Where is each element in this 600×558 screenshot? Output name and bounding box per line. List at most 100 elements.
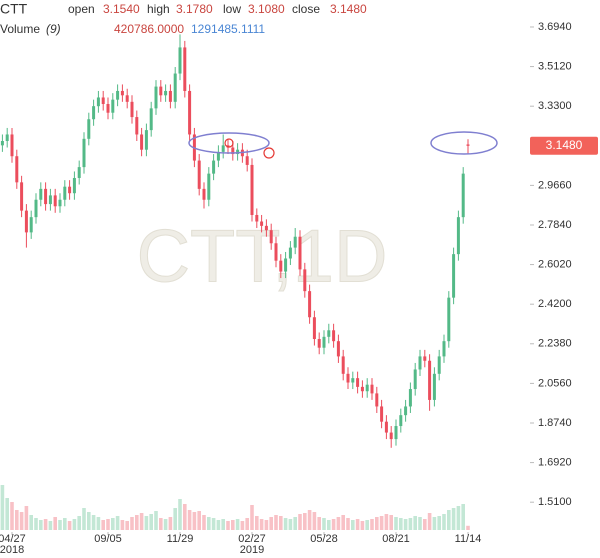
volume-bar xyxy=(461,504,465,530)
candle-body xyxy=(0,140,4,146)
candle-body xyxy=(389,432,393,440)
candle-body xyxy=(68,186,72,194)
y-tick-label: 3.5120 xyxy=(538,60,572,72)
candle-body xyxy=(312,317,316,340)
low-label: low xyxy=(223,2,241,16)
candle-body xyxy=(82,138,86,168)
x-tick-label: 09/05 xyxy=(94,533,122,545)
x-tick-label: 08/21 xyxy=(382,533,410,545)
open-label: open xyxy=(68,2,95,16)
candle-body xyxy=(332,330,336,342)
candle-body xyxy=(452,254,456,298)
x-year-label: 2019 xyxy=(240,544,264,556)
y-tick-label: 3.6940 xyxy=(538,21,572,33)
candle-body xyxy=(308,291,312,318)
volume-bar xyxy=(341,515,345,530)
volume-bar xyxy=(5,498,9,530)
candle-body xyxy=(442,341,446,357)
candle-body xyxy=(212,160,216,174)
candle-body xyxy=(404,406,408,416)
volume-bar xyxy=(259,519,264,530)
candle-body xyxy=(236,149,240,155)
volume-bar xyxy=(456,506,461,530)
volume-bar xyxy=(437,516,441,530)
volume-bar xyxy=(24,506,29,530)
volume-bar xyxy=(115,516,120,530)
candle-body xyxy=(394,426,398,440)
volume-bar xyxy=(331,519,336,530)
volume-bar xyxy=(159,518,163,530)
volume-bar xyxy=(168,517,173,530)
volume-bar xyxy=(307,510,312,530)
volume-bar xyxy=(255,516,259,530)
volume-bar xyxy=(384,514,389,530)
candle-body xyxy=(428,360,432,400)
volume-bar xyxy=(447,510,451,530)
candle-body xyxy=(380,406,384,422)
volume-bar xyxy=(379,516,384,530)
volume-bar xyxy=(375,517,379,530)
volume-bar xyxy=(399,518,403,530)
volume-bar xyxy=(87,512,91,530)
candle-body xyxy=(216,151,220,161)
volume-bar xyxy=(183,504,187,530)
volume-bar xyxy=(197,511,201,530)
volume-bar xyxy=(269,517,273,530)
volume-bar xyxy=(283,518,288,530)
candle-body xyxy=(322,336,326,348)
candle-body xyxy=(269,230,273,244)
volume-bar xyxy=(101,520,105,530)
candle-body xyxy=(418,356,422,370)
candle-body xyxy=(48,195,52,205)
volume-bar xyxy=(0,485,5,530)
volume-bar xyxy=(317,517,321,530)
candle-body xyxy=(250,164,254,215)
volume-bar xyxy=(365,520,369,530)
volume-bar xyxy=(82,508,86,530)
volume-bar xyxy=(432,517,437,530)
volume-bar xyxy=(423,519,427,530)
candle-body xyxy=(336,341,340,357)
candle-body xyxy=(288,247,292,259)
volume-bar xyxy=(144,516,149,530)
volume-bar xyxy=(63,518,67,530)
candle-body xyxy=(106,104,110,113)
volume-bar xyxy=(125,521,129,530)
volume-bar xyxy=(187,510,192,530)
y-tick-label: 2.2380 xyxy=(538,338,572,350)
volume-bar xyxy=(226,521,230,530)
candle-body xyxy=(188,90,192,135)
low-value: 3.1080 xyxy=(248,2,285,16)
candle-body xyxy=(437,356,441,374)
candle-body xyxy=(20,182,24,211)
x-year-label: 2018 xyxy=(0,544,24,556)
candle-body xyxy=(466,144,470,146)
candle-body xyxy=(178,47,182,74)
candle-body xyxy=(413,369,417,390)
candle-body xyxy=(351,378,355,383)
candle-body xyxy=(327,330,331,337)
candle-body xyxy=(77,167,81,178)
volume-bar xyxy=(91,515,96,530)
volume-label: Volume xyxy=(0,22,40,36)
volume-bar xyxy=(207,517,211,530)
volume-bar xyxy=(149,514,153,530)
volume-bar xyxy=(139,513,144,530)
candle-body xyxy=(365,384,369,392)
volume-bar xyxy=(293,517,297,530)
volume-bar xyxy=(346,518,350,530)
volume-bar xyxy=(245,518,249,530)
volume-bar xyxy=(327,520,331,530)
x-tick-label: 02/27 xyxy=(238,533,266,545)
candle-body xyxy=(346,373,350,383)
y-tick-label: 2.0560 xyxy=(538,377,572,389)
volume-bar xyxy=(451,508,456,530)
volume-bar xyxy=(403,519,408,530)
volume-bar xyxy=(221,519,225,530)
open-value: 3.1540 xyxy=(103,2,140,16)
x-tick-label: 11/29 xyxy=(167,533,194,545)
volume-period: (9) xyxy=(46,22,61,36)
candle-body xyxy=(15,156,19,183)
candle-body xyxy=(197,160,201,189)
